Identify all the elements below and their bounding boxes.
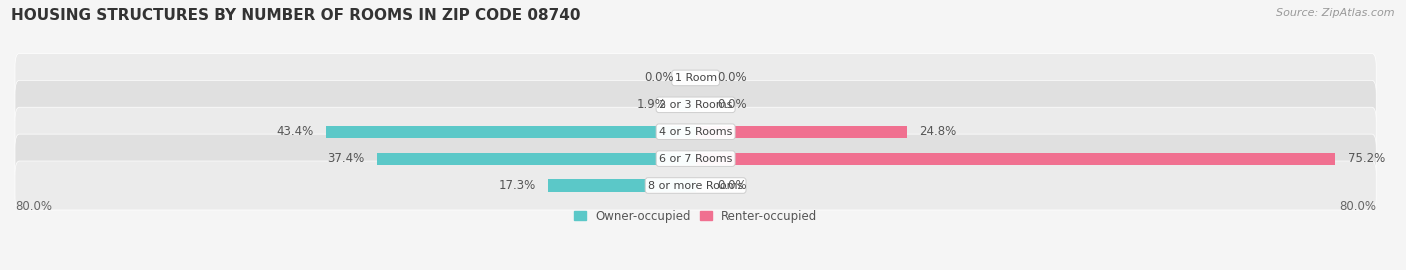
Text: 80.0%: 80.0% bbox=[15, 200, 52, 213]
FancyBboxPatch shape bbox=[15, 134, 1376, 183]
Text: 0.0%: 0.0% bbox=[717, 71, 747, 85]
Text: 0.0%: 0.0% bbox=[717, 179, 747, 192]
Text: 0.0%: 0.0% bbox=[717, 98, 747, 111]
Text: 1.9%: 1.9% bbox=[637, 98, 666, 111]
Bar bbox=[679, 99, 696, 111]
Text: 80.0%: 80.0% bbox=[1340, 200, 1376, 213]
Bar bbox=[377, 153, 696, 165]
Legend: Owner-occupied, Renter-occupied: Owner-occupied, Renter-occupied bbox=[574, 210, 817, 223]
Text: Source: ZipAtlas.com: Source: ZipAtlas.com bbox=[1277, 8, 1395, 18]
Text: 8 or more Rooms: 8 or more Rooms bbox=[648, 181, 744, 191]
Text: 17.3%: 17.3% bbox=[498, 179, 536, 192]
Text: 6 or 7 Rooms: 6 or 7 Rooms bbox=[659, 154, 733, 164]
Bar bbox=[326, 126, 696, 138]
Text: 2 or 3 Rooms: 2 or 3 Rooms bbox=[659, 100, 733, 110]
Bar bbox=[696, 153, 1336, 165]
Text: HOUSING STRUCTURES BY NUMBER OF ROOMS IN ZIP CODE 08740: HOUSING STRUCTURES BY NUMBER OF ROOMS IN… bbox=[11, 8, 581, 23]
Text: 43.4%: 43.4% bbox=[277, 125, 314, 138]
FancyBboxPatch shape bbox=[15, 107, 1376, 156]
FancyBboxPatch shape bbox=[15, 53, 1376, 102]
Text: 75.2%: 75.2% bbox=[1348, 152, 1385, 165]
Text: 4 or 5 Rooms: 4 or 5 Rooms bbox=[659, 127, 733, 137]
Text: 24.8%: 24.8% bbox=[920, 125, 956, 138]
FancyBboxPatch shape bbox=[15, 161, 1376, 210]
Bar bbox=[696, 126, 907, 138]
Text: 1 Room: 1 Room bbox=[675, 73, 717, 83]
Bar bbox=[548, 180, 696, 192]
FancyBboxPatch shape bbox=[15, 80, 1376, 129]
Text: 37.4%: 37.4% bbox=[328, 152, 364, 165]
Text: 0.0%: 0.0% bbox=[645, 71, 675, 85]
